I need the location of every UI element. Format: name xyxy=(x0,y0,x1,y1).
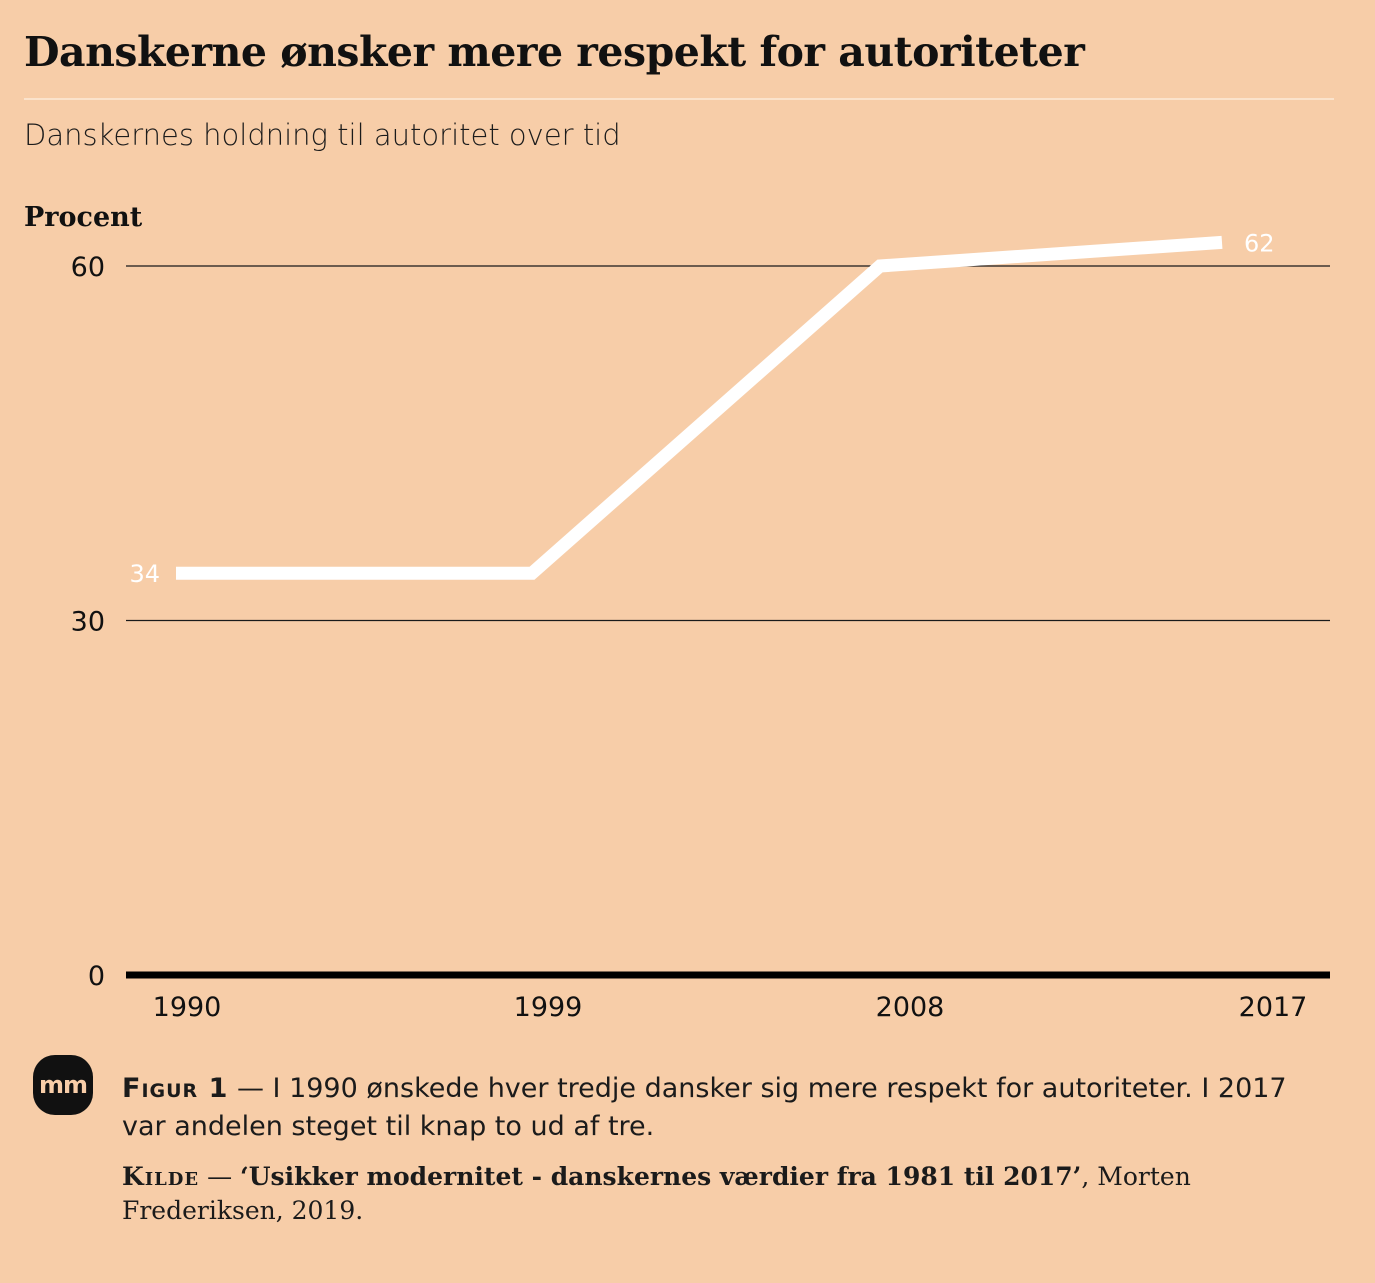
x-tick-label-2017: 2017 xyxy=(1239,992,1308,1023)
x-tick-label-2008: 2008 xyxy=(876,992,945,1023)
source-author: , Morten Frederiksen, 2019. xyxy=(122,1162,1191,1225)
y-tick-labels: 0 30 60 xyxy=(71,252,105,992)
series-line xyxy=(176,235,1223,580)
title-divider xyxy=(24,98,1334,100)
source-note: Kilde — ‘Usikker modernitet - danskernes… xyxy=(122,1160,1322,1228)
figure-caption: Figur 1 — I 1990 ønskede hver tredje dan… xyxy=(122,1070,1322,1146)
source-lead: Kilde xyxy=(122,1162,200,1191)
y-tick-label-0: 0 xyxy=(88,961,105,992)
mm-logo: mm xyxy=(33,1055,93,1115)
source-book-title: ‘Usikker modernitet - danskernes værdier… xyxy=(240,1162,1082,1191)
chart-subtitle: Danskernes holdning til autoritet over t… xyxy=(24,118,621,152)
chart-title: Danskerne ønsker mere respekt for autori… xyxy=(24,28,1085,76)
caption-text: I 1990 ønskede hver tredje dansker sig m… xyxy=(122,1073,1287,1142)
data-labels: 34 62 xyxy=(129,229,1274,588)
x-tick-label-1990: 1990 xyxy=(153,992,222,1023)
source-dash: — xyxy=(199,1162,241,1191)
y-axis-unit-label: Procent xyxy=(24,202,143,233)
x-tick-labels: 1990 1999 2008 2017 xyxy=(153,992,1308,1023)
y-tick-label-30: 30 xyxy=(71,607,105,638)
data-label-1990: 34 xyxy=(129,560,160,588)
caption-lead: Figur 1 xyxy=(122,1073,229,1104)
y-tick-label-60: 60 xyxy=(71,252,105,283)
x-tick-label-1999: 1999 xyxy=(514,992,583,1023)
gridlines xyxy=(126,265,1330,979)
caption-dash: — xyxy=(228,1073,273,1104)
series xyxy=(175,235,1223,580)
data-label-2017: 62 xyxy=(1244,229,1275,257)
